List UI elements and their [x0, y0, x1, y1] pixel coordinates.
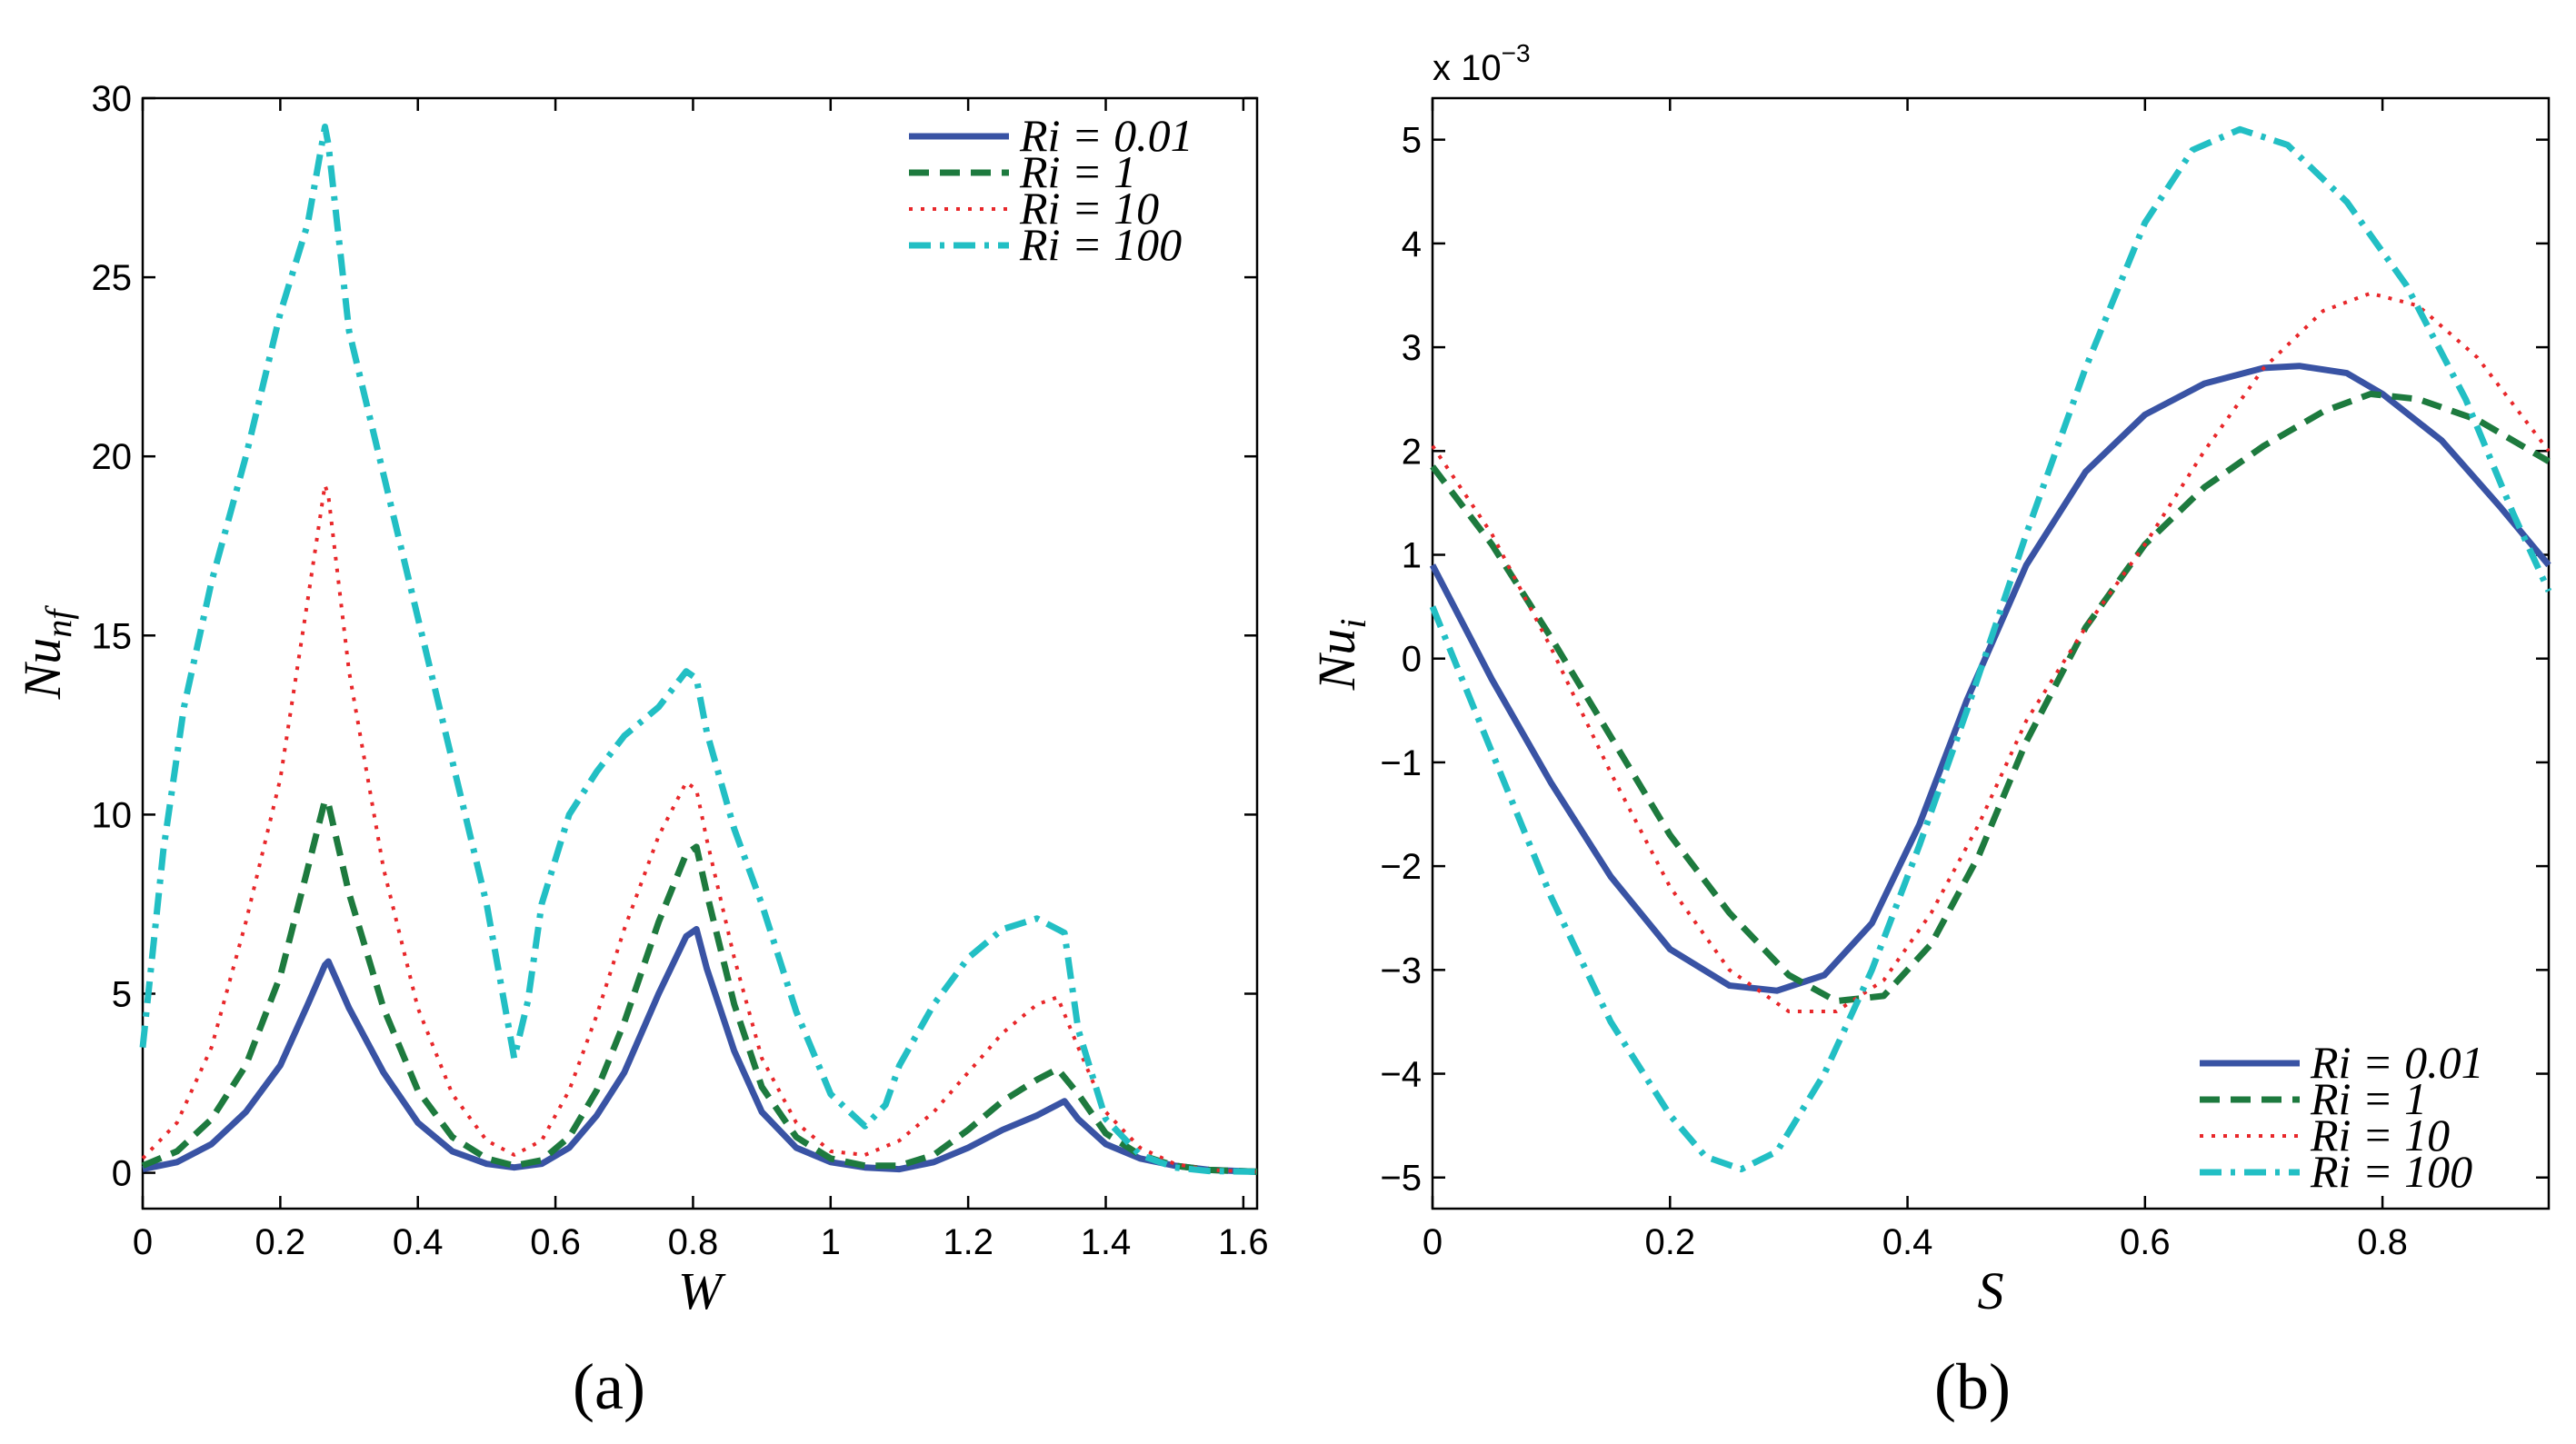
legend-label-a-3: Ri = 100: [1019, 219, 1182, 270]
y-axis-label-b: Nui: [1307, 619, 1373, 692]
legend-label-a-1: Ri = 1: [1019, 146, 1136, 197]
y-multiplier-exp: −3: [1502, 39, 1531, 67]
x-tick-label-b: 0: [1423, 1222, 1443, 1262]
series-line-a-2: [141, 483, 1258, 1174]
y-multiplier-base: x 10: [1433, 48, 1502, 88]
y-tick-label-a: 5: [112, 974, 132, 1014]
x-tick-label-a: 1: [821, 1222, 841, 1262]
legend-label-a-2: Ri = 10: [1019, 183, 1159, 234]
y-axis-label-a-main: Nu: [13, 638, 72, 701]
y-tick-label-b: 3: [1402, 328, 1422, 368]
y-tick-label-a: 20: [92, 437, 133, 477]
y-axis-label-a-sub: nf: [38, 605, 79, 638]
legend-label-b-0: Ri = 0.01: [2310, 1037, 2484, 1088]
x-tick-label-b: 0.8: [2357, 1222, 2408, 1262]
legend-label-a-0: Ri = 0.01: [1019, 110, 1193, 161]
ticks-b: 0 0.2 0.4 0.6 0.8 −5 −4 −3 −2 −1 0 1 2 3 4 5: [1380, 98, 2549, 1262]
x-tick-label-b: 0.6: [2120, 1222, 2171, 1262]
y-tick-label-b: −4: [1380, 1055, 1422, 1095]
x-tick-label-a: 0.6: [530, 1222, 581, 1262]
x-tick-label-a: 1.6: [1218, 1222, 1269, 1262]
series-line-b-3: [1429, 125, 2552, 1173]
y-tick-label-a: 25: [92, 258, 133, 298]
y-tick-label-b: 0: [1402, 640, 1422, 680]
y-axis-label-b-sub: i: [1333, 619, 1373, 629]
x-axis-label-a: W: [678, 1261, 726, 1320]
caption-b: (b): [1934, 1350, 2011, 1423]
y-tick-label-a: 30: [92, 79, 133, 119]
plot-area-a: [141, 96, 1259, 1210]
plot-area-b: [1431, 96, 2551, 1210]
y-multiplier-b: x 10−3: [1433, 39, 1531, 88]
y-axis-label-a: Nunf: [13, 605, 79, 701]
y-tick-label-b: −1: [1380, 743, 1422, 783]
x-tick-label-a: 1.4: [1081, 1222, 1132, 1262]
series-a: [139, 124, 1258, 1175]
x-tick-label-a: 1.2: [943, 1222, 993, 1262]
x-axis-label-b: S: [1978, 1261, 2004, 1320]
series-line-b-2: [1431, 291, 2551, 1013]
y-tick-label-a: 10: [92, 795, 133, 835]
y-axis-label-b-main: Nu: [1307, 629, 1366, 692]
y-tick-label-b: −3: [1380, 951, 1422, 991]
series-line-a-3: [139, 124, 1258, 1175]
x-tick-label-b: 0.2: [1644, 1222, 1695, 1262]
legend-label-b-3: Ri = 100: [2310, 1146, 2472, 1197]
panel-a: 0 0.2 0.4 0.6 0.8 1 1.2 1.4 1.6 0 5 10 15 20 25 30 Ri =…: [13, 79, 1269, 1423]
y-tick-label-b: 2: [1402, 432, 1422, 472]
x-tick-label-b: 0.4: [1882, 1222, 1933, 1262]
y-tick-label-a: 0: [112, 1154, 132, 1194]
series-line-b-1: [1430, 391, 2551, 1005]
y-tick-label-b: −2: [1380, 847, 1422, 887]
y-tick-label-b: 1: [1402, 536, 1422, 576]
legend-label-b-2: Ri = 10: [2310, 1110, 2450, 1160]
legend-label-b-1: Ri = 1: [2310, 1073, 2427, 1124]
y-tick-label-a: 15: [92, 616, 133, 656]
y-tick-label-b: 5: [1402, 121, 1422, 161]
y-tick-label-b: 4: [1402, 224, 1422, 264]
caption-a: (a): [573, 1350, 645, 1423]
svg-text:Nui: Nui: [1307, 619, 1373, 692]
ticks-a: 0 0.2 0.4 0.6 0.8 1 1.2 1.4 1.6 0 5 10 15 20 25 30: [92, 79, 1269, 1262]
series-b: [1429, 125, 2552, 1173]
series-line-b-0: [1429, 363, 2551, 994]
series-line-a-0: [142, 926, 1258, 1175]
svg-text:Nunf: Nunf: [13, 605, 79, 701]
x-tick-label-a: 0: [133, 1222, 153, 1262]
x-tick-label-a: 0.8: [668, 1222, 719, 1262]
series-line-a-1: [141, 797, 1258, 1175]
x-tick-label-a: 0.4: [393, 1222, 444, 1262]
y-tick-label-b: −5: [1380, 1159, 1422, 1199]
x-tick-label-a: 0.2: [255, 1222, 306, 1262]
